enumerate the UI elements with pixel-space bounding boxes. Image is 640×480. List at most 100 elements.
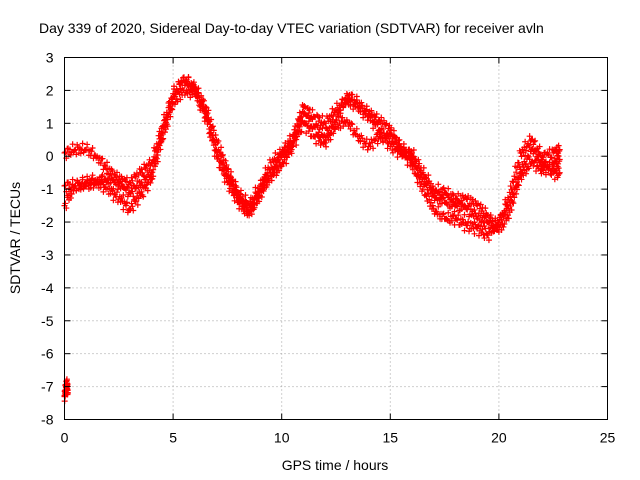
data-point-trace-b bbox=[461, 227, 468, 234]
data-point-trace-c bbox=[503, 201, 510, 208]
data-point-trace-b bbox=[508, 197, 515, 204]
data-point-trace-a bbox=[109, 167, 116, 174]
data-point-trace-c bbox=[283, 153, 290, 160]
data-point-trace-b bbox=[120, 206, 127, 213]
data-point-trace-c bbox=[333, 117, 339, 124]
chart-title: Day 339 of 2020, Sidereal Day-to-day VTE… bbox=[39, 20, 544, 36]
data-point-trace-c bbox=[514, 164, 520, 171]
data-point-trace-c bbox=[157, 139, 164, 146]
data-point-trace-a bbox=[330, 113, 337, 120]
y-tick-label: -6 bbox=[41, 346, 54, 362]
data-point-trace-a bbox=[84, 141, 91, 148]
data-point-trace-b bbox=[384, 139, 391, 146]
data-point-trace-b bbox=[545, 166, 552, 173]
data-point-trace-c bbox=[548, 154, 555, 161]
data-point-trace-a bbox=[505, 215, 512, 222]
data-point-trace-c bbox=[410, 153, 417, 160]
data-point-trace-b bbox=[475, 232, 482, 239]
data-point-trace-b bbox=[547, 170, 554, 177]
data-point-trace-b bbox=[513, 182, 520, 189]
data-point-trace-b bbox=[471, 230, 478, 237]
data-point-trace-c bbox=[237, 191, 244, 198]
data-point-trace-c bbox=[176, 80, 183, 87]
data-point-trace-c bbox=[270, 167, 277, 174]
plot-frame bbox=[64, 57, 608, 420]
data-point-trace-b bbox=[113, 189, 120, 196]
x-axis-label: GPS time / hours bbox=[282, 457, 389, 473]
data-point-trace-c bbox=[530, 141, 537, 148]
data-point-trace-c bbox=[409, 159, 416, 166]
data-point-trace-c bbox=[281, 148, 288, 155]
data-point-trace-c bbox=[335, 113, 342, 120]
data-point-trace-c bbox=[223, 168, 230, 175]
data-point-trace-b bbox=[352, 130, 359, 137]
data-point-trace-c bbox=[518, 153, 525, 160]
data-point-trace-b bbox=[429, 202, 436, 209]
data-point-trace-c bbox=[150, 166, 157, 173]
data-point-trace-c bbox=[388, 124, 395, 131]
data-point-trace-c bbox=[555, 142, 562, 149]
data-point-trace-a bbox=[539, 166, 546, 173]
data-point-trace-b bbox=[298, 128, 305, 135]
data-point-trace-c bbox=[425, 178, 432, 185]
data-point-trace-c bbox=[194, 94, 201, 101]
data-point-trace-c bbox=[142, 176, 149, 183]
data-point-trace-a bbox=[429, 183, 436, 190]
data-point-trace-b bbox=[110, 197, 117, 204]
data-point-trace-b bbox=[322, 140, 329, 147]
data-point-trace-a bbox=[313, 111, 320, 118]
data-point-trace-b bbox=[524, 152, 531, 159]
data-point-trace-a bbox=[439, 186, 446, 193]
data-point-trace-c bbox=[327, 129, 334, 136]
data-point-trace-b bbox=[315, 137, 322, 144]
data-point-trace-c bbox=[448, 203, 455, 210]
y-tick-label: 1 bbox=[46, 115, 54, 131]
data-point-trace-a bbox=[500, 223, 507, 230]
data-point-trace-c bbox=[510, 179, 517, 186]
data-point-trace-c bbox=[144, 179, 151, 186]
data-point-trace-a bbox=[129, 177, 136, 184]
data-point-trace-c bbox=[190, 81, 197, 88]
data-point-trace-c bbox=[494, 221, 501, 228]
data-point-trace-c bbox=[164, 116, 171, 123]
data-point-trace-c bbox=[471, 219, 478, 226]
data-point-trace-a bbox=[464, 196, 471, 203]
data-point-trace-c bbox=[123, 183, 130, 190]
data-point-trace-c bbox=[113, 176, 120, 183]
data-point-trace-b bbox=[348, 120, 355, 127]
data-point-trace-b bbox=[515, 175, 522, 182]
data-point-trace-b bbox=[340, 123, 347, 130]
data-point-trace-c bbox=[132, 185, 139, 192]
data-point-trace-b bbox=[432, 208, 439, 215]
data-point-trace-b bbox=[144, 187, 151, 194]
data-point-trace-b bbox=[542, 169, 549, 176]
data-point-trace-c bbox=[526, 133, 533, 140]
data-point-trace-b bbox=[518, 169, 525, 176]
data-point-trace-c bbox=[140, 184, 147, 191]
x-tick-label: 0 bbox=[61, 430, 69, 446]
data-point-trace-b bbox=[523, 160, 530, 167]
data-point-trace-c bbox=[449, 198, 456, 205]
data-point-trace-c bbox=[218, 160, 225, 167]
data-point-trace-c bbox=[498, 217, 505, 224]
data-point-trace-c bbox=[203, 111, 210, 118]
data-point-trace-c bbox=[118, 181, 125, 188]
data-point-trace-c bbox=[501, 207, 508, 214]
data-point-trace-c bbox=[507, 183, 514, 190]
data-point-trace-c bbox=[138, 179, 145, 186]
data-point-trace-a bbox=[77, 150, 84, 157]
data-point-trace-c bbox=[69, 181, 76, 188]
data-point-trace-c bbox=[453, 202, 460, 209]
data-point-trace-b bbox=[162, 126, 169, 133]
data-point-trace-c bbox=[166, 102, 173, 109]
data-point-trace-a bbox=[89, 145, 96, 152]
data-point-trace-b bbox=[134, 201, 141, 208]
data-point-trace-a bbox=[525, 165, 532, 172]
data-point-trace-c bbox=[439, 195, 446, 202]
data-point-trace-c bbox=[228, 174, 235, 181]
data-point-trace-a bbox=[415, 156, 422, 163]
data-point-trace-c bbox=[147, 172, 154, 179]
data-point-trace-b bbox=[305, 128, 312, 135]
data-point-trace-c bbox=[342, 96, 349, 103]
data-point-trace-a bbox=[469, 196, 476, 203]
